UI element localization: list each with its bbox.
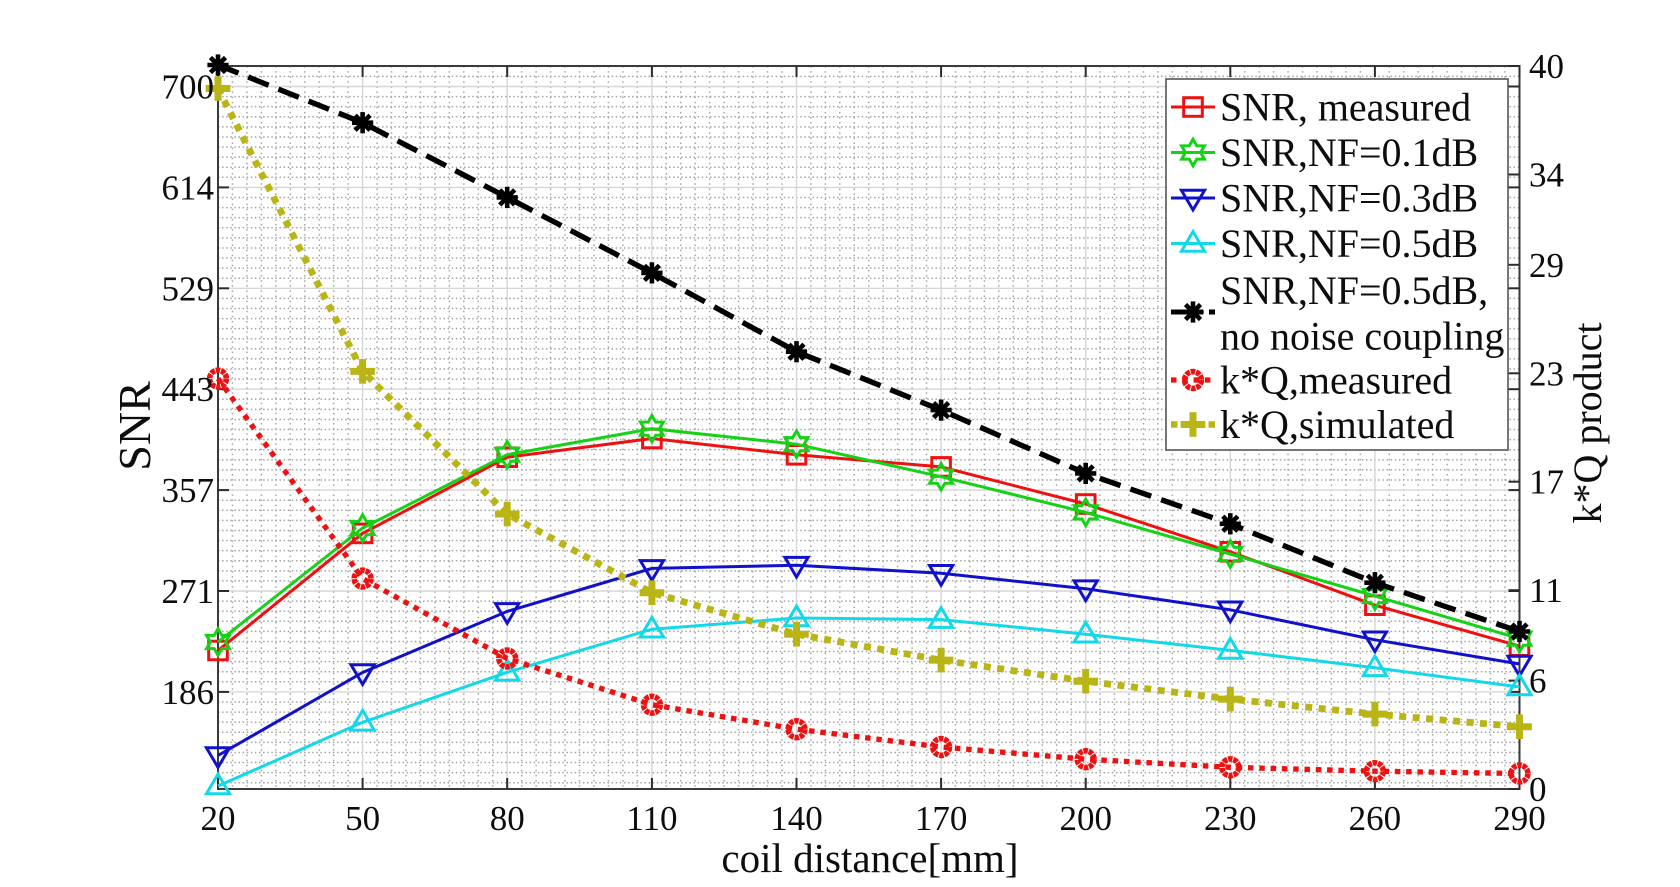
svg-text:SNR,NF=0.1dB: SNR,NF=0.1dB (1220, 130, 1478, 175)
svg-text:no noise coupling: no noise coupling (1220, 314, 1504, 359)
svg-text:40: 40 (1529, 47, 1564, 86)
svg-text:700: 700 (162, 68, 215, 107)
svg-text:110: 110 (626, 799, 677, 838)
svg-text:k*Q product: k*Q product (1565, 322, 1610, 523)
svg-text:SNR: SNR (109, 381, 160, 471)
svg-text:80: 80 (490, 799, 525, 838)
svg-text:SNR, measured: SNR, measured (1220, 85, 1471, 130)
svg-text:529: 529 (162, 269, 215, 308)
svg-text:coil distance[mm]: coil distance[mm] (721, 835, 1018, 881)
svg-text:140: 140 (770, 799, 823, 838)
svg-text:11: 11 (1529, 571, 1563, 610)
svg-text:SNR,NF=0.5dB: SNR,NF=0.5dB (1220, 221, 1478, 266)
svg-text:17: 17 (1529, 463, 1564, 502)
svg-text:k*Q,measured: k*Q,measured (1220, 358, 1452, 403)
svg-text:230: 230 (1204, 799, 1257, 838)
svg-text:k*Q,simulated: k*Q,simulated (1220, 402, 1454, 447)
svg-text:SNR,NF=0.5dB,: SNR,NF=0.5dB, (1220, 268, 1488, 313)
svg-text:271: 271 (162, 572, 215, 611)
svg-text:23: 23 (1529, 354, 1564, 393)
svg-text:170: 170 (915, 799, 968, 838)
svg-text:357: 357 (162, 471, 215, 510)
svg-text:614: 614 (162, 168, 215, 207)
svg-text:0: 0 (1529, 770, 1547, 809)
svg-text:260: 260 (1349, 799, 1402, 838)
svg-text:SNR,NF=0.3dB: SNR,NF=0.3dB (1220, 176, 1478, 221)
svg-text:443: 443 (162, 370, 215, 409)
svg-text:6: 6 (1529, 662, 1547, 701)
svg-text:186: 186 (162, 673, 215, 712)
svg-text:200: 200 (1059, 799, 1112, 838)
svg-text:20: 20 (201, 799, 236, 838)
svg-text:50: 50 (345, 799, 380, 838)
svg-text:34: 34 (1529, 156, 1564, 195)
svg-text:29: 29 (1529, 246, 1564, 285)
svg-text:290: 290 (1493, 799, 1546, 838)
